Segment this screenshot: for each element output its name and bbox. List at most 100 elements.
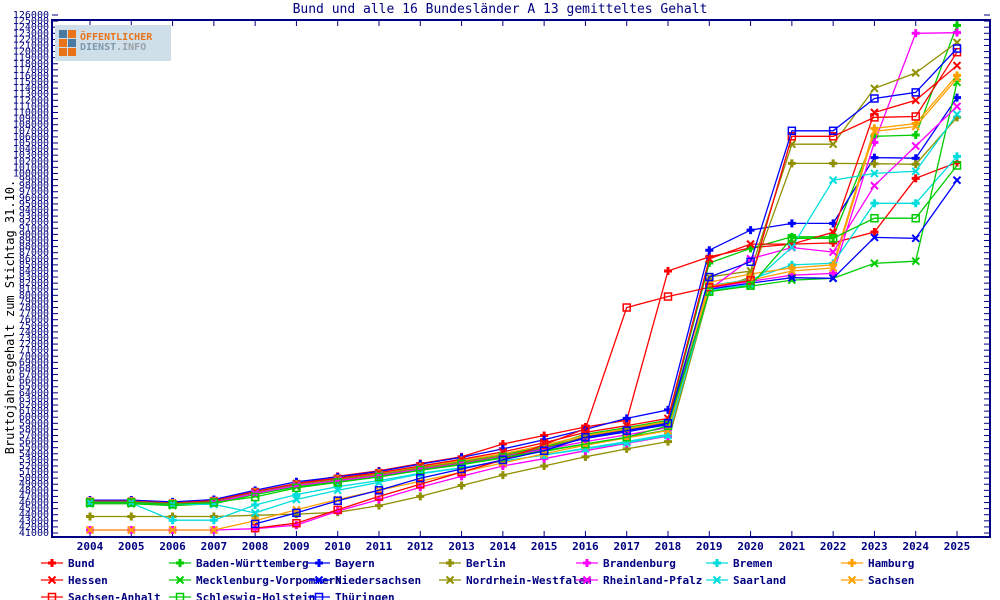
x-tick-label: 2012 (407, 540, 434, 553)
y-tick-label: 45000 (19, 504, 49, 515)
x-tick-label: 2020 (737, 540, 764, 553)
legend-item-schleswig-holstein[interactable]: Schleswig-Holstein (168, 590, 315, 600)
y-tick-label: 42000 (19, 522, 49, 533)
series-bayern (86, 93, 961, 506)
y-tick-label: 115000 (13, 77, 49, 88)
oeffentlicher-dienst-logo[interactable]: ÖFFENTLICHER DIENST.INFO (55, 25, 171, 61)
legend-label: Sachsen-Anhalt (68, 590, 161, 600)
legend-item-sachsen-anhalt[interactable]: Sachsen-Anhalt (40, 590, 161, 600)
y-tick-label: 75000 (19, 321, 49, 332)
series-schleswig-holstein (85, 161, 962, 509)
legend-marker-icon (439, 559, 461, 567)
y-tick-label: 99000 (19, 175, 49, 186)
y-tick-label: 50000 (19, 473, 49, 484)
y-tick-label: 44000 (19, 510, 49, 521)
y-tick-label: 117000 (13, 65, 49, 76)
legend-item-bund[interactable]: Bund (40, 556, 95, 570)
legend-label: Saarland (733, 573, 786, 587)
legend-label: Rheinland-Pfalz (603, 573, 703, 587)
y-tick-label: 49000 (19, 479, 49, 490)
y-tick-label: 87000 (19, 248, 49, 259)
y-tick-label: 41000 (19, 528, 49, 539)
x-tick-label: 2011 (366, 540, 393, 553)
legend-item-mecklenburg-vorpommern[interactable]: Mecklenburg-Vorpommern (168, 573, 342, 587)
y-tick-label: 107000 (13, 126, 49, 137)
y-tick-label: 48000 (19, 485, 49, 496)
x-tick-label: 2008 (242, 540, 269, 553)
legend-marker-icon (169, 575, 191, 585)
series-sachsen-anhalt (250, 47, 962, 533)
legend-marker-icon (841, 575, 863, 585)
y-tick-label: 123000 (13, 28, 49, 39)
y-tick-label: 105000 (13, 138, 49, 149)
y-tick-label: 74000 (19, 327, 49, 338)
x-tick-label: 2017 (613, 540, 640, 553)
x-tick-label: 2005 (118, 540, 145, 553)
y-tick-label: 124000 (13, 22, 49, 33)
y-tick-label: 70000 (19, 351, 49, 362)
legend-item-niedersachsen[interactable]: Niedersachsen (307, 573, 421, 587)
x-tick-label: 2013 (448, 540, 475, 553)
x-tick-label: 2022 (820, 540, 847, 553)
y-tick-label: 51000 (19, 467, 49, 478)
x-tick-label: 2014 (490, 540, 517, 553)
y-tick-label: 121000 (13, 40, 49, 51)
legend-item-brandenburg[interactable]: Brandenburg (575, 556, 676, 570)
y-tick-label: 60000 (19, 412, 49, 423)
legend-item-nordrhein-westfalen[interactable]: Nordrhein-Westfalen (438, 573, 592, 587)
y-tick-label: 110000 (13, 108, 49, 119)
legend-marker-icon (41, 559, 63, 567)
series-thüringen (250, 44, 962, 529)
legend-item-bremen[interactable]: Bremen (705, 556, 773, 570)
y-tick-label: 68000 (19, 363, 49, 374)
legend-marker-icon (706, 575, 728, 585)
y-tick-label: 77000 (19, 309, 49, 320)
legend-item-saarland[interactable]: Saarland (705, 573, 786, 587)
legend-label: Hamburg (868, 556, 915, 570)
legend-item-hamburg[interactable]: Hamburg (840, 556, 914, 570)
legend-label: Bremen (733, 556, 773, 570)
x-tick-label: 2010 (324, 540, 351, 553)
x-tick-label: 2004 (77, 540, 104, 553)
y-tick-label: 126000 (13, 10, 49, 21)
x-tick-label: 2007 (201, 540, 228, 553)
legend-label: Bund (68, 556, 95, 570)
legend-marker-icon (576, 575, 598, 585)
legend-item-hessen[interactable]: Hessen (40, 573, 108, 587)
x-tick-label: 2021 (779, 540, 806, 553)
y-tick-label: 81000 (19, 284, 49, 295)
chart-title: Bund und alle 16 Bundesländer A 13 gemit… (292, 2, 708, 17)
legend-item-berlin[interactable]: Berlin (438, 556, 506, 570)
legend-item-bayern[interactable]: Bayern (307, 556, 375, 570)
y-tick-label: 92000 (19, 217, 49, 228)
y-tick-label: 122000 (13, 34, 49, 45)
legend-item-rheinland-pfalz[interactable]: Rheinland-Pfalz (575, 573, 702, 587)
y-tick-label: 97000 (19, 187, 49, 198)
legend-label: Mecklenburg-Vorpommern (196, 573, 342, 587)
legend-label: Hessen (68, 573, 108, 587)
legend-item-baden-württemberg[interactable]: Baden-Württemberg (168, 556, 309, 570)
y-tick-label: 57000 (19, 430, 49, 441)
y-tick-label: 83000 (19, 272, 49, 283)
legend-label: Thüringen (335, 590, 395, 600)
legend-label: Berlin (466, 556, 506, 570)
legend-label: Bayern (335, 556, 375, 570)
y-tick-label: 71000 (19, 345, 49, 356)
y-tick-label: 106000 (13, 132, 49, 143)
y-tick-label: 104000 (13, 144, 49, 155)
legend-item-thüringen[interactable]: Thüringen (307, 590, 395, 600)
legend-marker-icon (308, 575, 330, 585)
legend-label: Sachsen (868, 573, 915, 587)
y-tick-label: 100000 (13, 168, 49, 179)
legend-label: Baden-Württemberg (196, 556, 309, 570)
legend-marker-icon (308, 592, 330, 600)
y-tick-label: 114000 (13, 83, 49, 94)
x-tick-label: 2025 (944, 540, 971, 553)
series-bremen (86, 152, 961, 525)
legend-marker-icon (706, 559, 728, 567)
legend-marker-icon (841, 559, 863, 567)
x-tick-label: 2009 (283, 540, 310, 553)
y-tick-label: 76000 (19, 315, 49, 326)
legend-item-sachsen[interactable]: Sachsen (840, 573, 914, 587)
series-berlin (86, 113, 961, 521)
